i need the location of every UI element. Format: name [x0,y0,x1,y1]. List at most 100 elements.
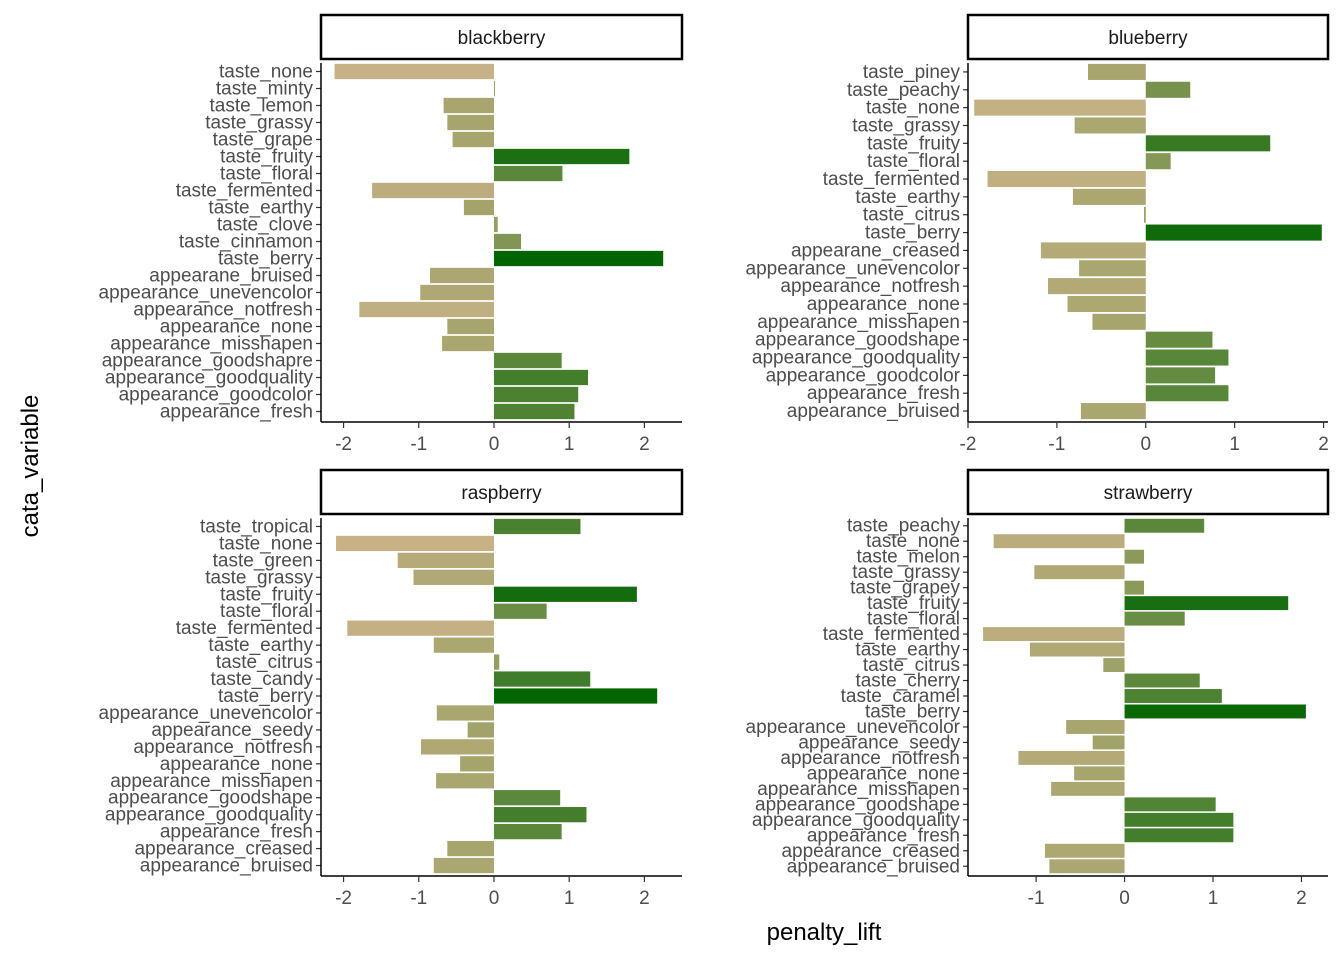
y-tick-label: taste_berry [218,686,314,707]
bar-raspberry-taste_green [397,552,494,569]
y-tick-label: taste_citrus [216,652,313,673]
x-tick-label: 0 [1140,434,1151,455]
y-tick-label: appearance_fresh [807,383,960,404]
x-tick-label: -1 [410,434,427,455]
y-tick-label: taste_floral [220,164,313,185]
bar-blueberry-appearance_notfresh [1048,278,1146,295]
bar-blackberry-taste_berry [493,250,664,267]
bar-blueberry-appearance_goodquality [1145,349,1229,366]
bar-blackberry-taste_fermented [372,182,494,199]
bar-strawberry-appearance_creased [1044,843,1125,858]
x-tick-label: -1 [410,888,427,909]
bar-strawberry-appearance_notfresh [1018,750,1125,765]
facet-raspberry: raspberrytaste_tropicaltaste_nonetaste_g… [99,468,684,909]
bar-raspberry-appearance_fresh [493,823,562,840]
bar-raspberry-taste_berry [493,688,658,704]
y-tick-label: appearance_none [807,294,960,315]
bar-blackberry-appearance_notfresh [359,301,494,318]
y-tick-label: appearance_goodquality [752,810,961,831]
bar-blackberry-taste_grape [452,131,494,148]
y-tick-label: taste_caramel [841,686,960,707]
y-tick-label: taste_fruity [867,593,960,614]
y-tick-label: taste_peachy [847,80,961,101]
bar-blueberry-taste_none [974,99,1146,116]
bar-blackberry-appearance_misshapen [442,335,494,352]
bar-raspberry-appearance_goodshape [493,790,561,806]
y-tick-label: appearance_goodshape [755,330,960,351]
x-tick-label: 0 [489,434,500,455]
x-tick-label: 0 [1119,888,1130,909]
x-tick-label: 2 [639,434,650,455]
y-tick-label: taste_earthy [855,640,960,661]
y-tick-label: appearance_none [160,317,313,338]
x-tick-label: -2 [335,434,352,455]
strip-label-strawberry: strawberry [1104,483,1193,504]
x-tick-label: 2 [639,888,650,909]
x-axis-title: penalty_lift [767,919,882,946]
y-tick-label: appearance_fresh [807,825,960,846]
bar-blackberry-taste_cinnamon [493,233,522,250]
bar-blueberry-appearane_creased [1040,242,1146,259]
x-tick-label: 1 [1229,434,1240,455]
bar-strawberry-appearance_none [1074,766,1125,781]
y-tick-label: taste_grassy [852,562,960,583]
x-tick-label: 1 [564,434,575,455]
y-tick-label: appearance_misshapen [757,312,960,333]
y-tick-label: taste_lemon [209,96,313,117]
bar-strawberry-taste_grassy [1034,565,1125,580]
bar-blackberry-taste_floral [493,165,563,182]
y-tick-label: taste_earthy [855,187,960,208]
bar-blueberry-appearance_bruised [1080,403,1146,420]
bar-strawberry-taste_cherry [1124,673,1200,688]
bar-blueberry-taste_piney [1088,63,1146,80]
y-tick-label: taste_floral [867,151,960,172]
bar-blackberry-taste_lemon [443,97,494,114]
y-tick-label: taste_none [219,533,313,554]
bar-blueberry-taste_floral [1145,153,1171,170]
bar-strawberry-taste_earthy [1029,642,1125,657]
y-tick-label: taste_grassy [205,113,313,134]
bar-blueberry-appearance_goodshape [1145,331,1213,348]
y-tick-label: appearance_goodcolor [119,385,314,406]
y-tick-label: appearance_unevencolor [99,703,314,724]
bar-strawberry-taste_none [993,534,1125,549]
y-tick-label: taste_fermented [823,169,960,190]
bar-strawberry-taste_berry [1124,704,1306,719]
bar-raspberry-taste_grassy [413,569,494,585]
bar-raspberry-appearance_seedy [467,722,494,738]
bar-blackberry-appearane_bruised [430,267,494,284]
bar-blueberry-appearance_misshapen [1092,313,1146,330]
bar-blackberry-appearance_fresh [493,403,575,420]
bar-blackberry-appearance_goodquality [493,369,588,386]
bar-raspberry-taste_candy [493,671,591,687]
y-tick-label: taste_berry [865,223,961,244]
y-tick-label: appearance_notfresh [133,737,313,758]
y-tick-label: appearance_creased [781,841,960,862]
bar-raspberry-taste_fermented [347,620,494,636]
y-tick-label: taste_melon [856,547,960,568]
bar-raspberry-taste_fruity [493,586,637,602]
y-tick-label: taste_cherry [855,671,960,692]
y-tick-label: taste_none [219,62,313,83]
bar-raspberry-taste_none [336,535,494,552]
bar-blackberry-taste_grassy [447,114,494,131]
facet-blueberry: blueberry taste_pineytaste_peachytaste_no… [746,13,1330,455]
strip-strawberry [966,468,1330,516]
y-tick-label: appearane_creased [791,240,960,261]
y-tick-label: appearance_misshapen [110,334,313,355]
bar-blackberry-taste_minty [493,80,495,97]
bar-blueberry-appearance_unevencolor [1079,260,1146,277]
y-tick-label: taste_berry [218,249,314,270]
y-tick-label: taste_minty [216,79,314,100]
bar-raspberry-appearance_bruised [433,857,494,874]
facets-layer: blackberrytaste_nonetaste_mintytaste_lem… [99,13,1330,909]
y-tick-label: appearance_goodshape [755,794,960,815]
y-tick-label: taste_piney [863,62,961,83]
x-tick-label: 1 [564,888,575,909]
bar-strawberry-appearance_fresh [1124,828,1234,843]
x-tick-label: 2 [1318,434,1329,455]
bar-blackberry-appearance_unevencolor [420,284,494,301]
y-tick-label: taste_green [213,550,313,571]
y-tick-label: taste_fermented [823,624,960,645]
bar-raspberry-appearance_creased [447,840,494,857]
